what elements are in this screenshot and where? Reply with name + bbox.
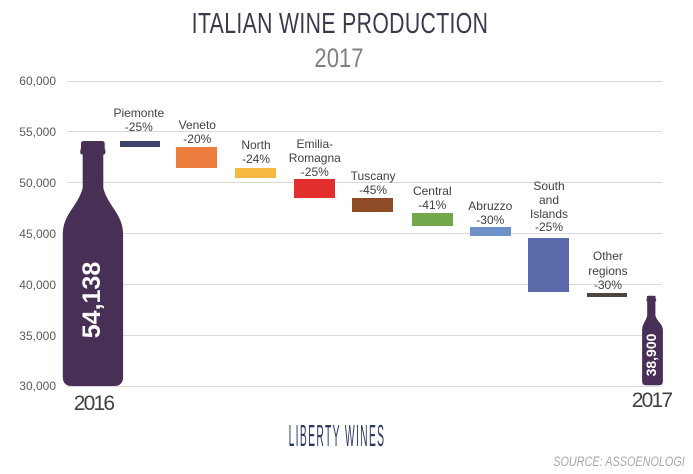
svg-text:54,138: 54,138 (78, 262, 106, 339)
svg-text:38,900: 38,900 (643, 333, 659, 376)
